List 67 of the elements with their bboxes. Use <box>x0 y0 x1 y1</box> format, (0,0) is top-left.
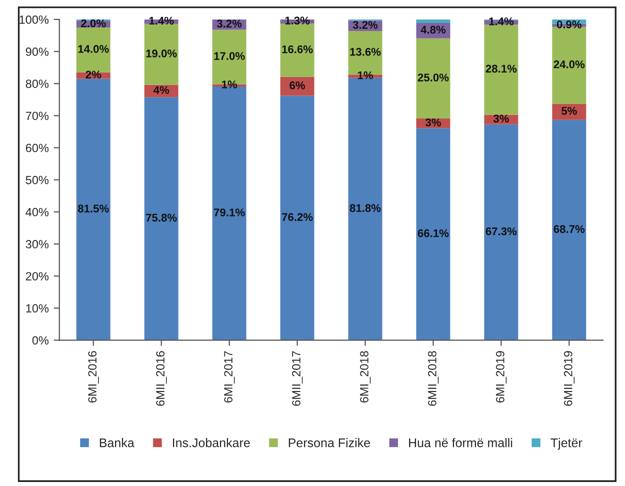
data-label: 68.7% <box>554 225 585 233</box>
y-tick-label: 50% <box>26 176 49 184</box>
legend-label: Ins.Jobankare <box>172 438 250 448</box>
data-label: 1.4% <box>489 17 514 26</box>
data-label: 81.5% <box>78 204 109 212</box>
data-label: 3% <box>425 118 441 126</box>
data-label: 3.2% <box>216 20 242 28</box>
bar <box>348 78 382 340</box>
data-label: 2% <box>86 70 102 79</box>
x-tick-label: 6MI_2016 <box>88 351 99 403</box>
bar <box>144 24 178 85</box>
x-tick-label: 6MI_2017 <box>224 351 235 403</box>
x-tick-label: 6MI_2019 <box>496 351 507 403</box>
data-label: 66.1% <box>418 229 449 238</box>
bar <box>76 27 110 72</box>
data-label: 2.0% <box>81 19 106 28</box>
y-tick-label: 100% <box>20 15 49 24</box>
data-label: 17.0% <box>214 52 245 60</box>
x-tick-label: 6MII_2016 <box>156 351 167 406</box>
bar <box>144 97 178 340</box>
legend-label: Hua në formë malli <box>409 438 512 448</box>
data-label: 76.2% <box>282 213 313 221</box>
y-tick-label: 70% <box>26 112 49 120</box>
bar <box>416 38 450 119</box>
legend-label: Tjetër <box>550 438 582 450</box>
bar <box>416 128 450 340</box>
data-label: 24.0% <box>554 60 585 68</box>
data-label: 6% <box>290 81 305 90</box>
data-label: 13.6% <box>350 48 381 56</box>
bar <box>280 96 314 340</box>
bar <box>484 24 518 115</box>
y-tick-label: 0% <box>32 336 49 345</box>
y-tick-label: 90% <box>26 48 49 56</box>
bar <box>280 76 314 96</box>
data-label: 3.2% <box>352 20 378 29</box>
data-label: 75.8% <box>146 214 177 222</box>
y-tick-label: 60% <box>26 144 49 152</box>
legend-label: Banka <box>100 438 134 448</box>
data-label: 25.0% <box>418 74 449 82</box>
x-tick-label: 6MII_2017 <box>292 351 303 406</box>
data-label: 79.1% <box>214 208 245 216</box>
data-label: 67.3% <box>486 227 517 236</box>
bar <box>552 104 586 120</box>
bar <box>484 124 518 340</box>
legend-label: Persona Fizike <box>288 438 370 448</box>
bar <box>552 26 586 104</box>
data-label: 4.8% <box>420 26 446 34</box>
y-tick-label: 20% <box>26 272 49 280</box>
bar <box>416 19 450 23</box>
bar <box>552 120 586 340</box>
data-label: 16.6% <box>282 45 313 54</box>
y-tick-label: 80% <box>26 80 49 88</box>
y-tick-label: 10% <box>26 304 49 313</box>
bar <box>76 78 110 340</box>
data-label: 4% <box>153 86 170 94</box>
data-label: 5% <box>561 106 577 115</box>
x-tick-label: 6MII_2018 <box>428 351 439 406</box>
data-label: 28.1% <box>486 64 517 73</box>
data-label: 19.0% <box>146 50 177 58</box>
data-label: 81.8% <box>350 204 381 212</box>
x-tick-label: 6MII_2019 <box>564 351 575 406</box>
y-tick-label: 30% <box>26 240 49 248</box>
data-label: 14.0% <box>78 45 109 53</box>
data-label: 3% <box>493 114 509 123</box>
y-tick-label: 40% <box>26 208 49 216</box>
bar <box>280 24 314 77</box>
x-tick-label: 6MI_2018 <box>360 351 371 403</box>
